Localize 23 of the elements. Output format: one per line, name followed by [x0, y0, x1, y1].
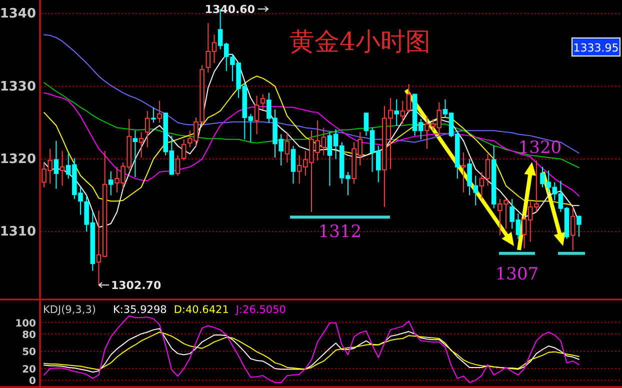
annotation: 1340.60: [204, 3, 256, 16]
y-tick-label: 1330: [0, 79, 36, 94]
annotation: 1302.70: [111, 279, 162, 292]
text: 黄金4小时图: [290, 27, 430, 56]
chart-title: KDJ(9,3,3): [43, 304, 96, 316]
series-label: D:40.6421: [174, 304, 229, 316]
line-series: [44, 92, 580, 196]
y-tick-label: 0: [29, 376, 36, 388]
y-tick-label: 80: [22, 330, 36, 341]
y-tick-label: 1320: [0, 152, 36, 167]
y-tick-label: 1340: [0, 6, 36, 22]
annotation: 1320: [518, 138, 562, 158]
line-series: [44, 315, 580, 384]
ref-line-label: 1312: [318, 222, 362, 242]
y-tick-label: 100: [15, 318, 36, 330]
y-tick-label: 50: [22, 347, 36, 358]
y-tick-label: 1310: [0, 224, 36, 240]
annotation: 1333.95: [573, 42, 619, 54]
series-label: J:26.5050: [234, 304, 286, 316]
series-label: K:35.9298: [113, 304, 167, 316]
ref-line-label: 1307: [495, 264, 539, 284]
line-series: [44, 82, 580, 168]
y-tick-label: 20: [22, 364, 36, 376]
